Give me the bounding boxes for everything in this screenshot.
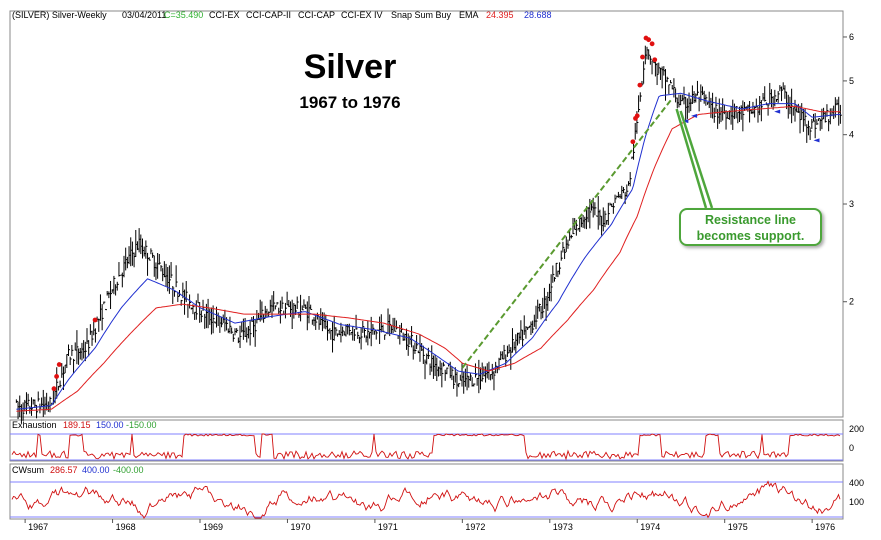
signal-dot: [54, 374, 59, 379]
signal-triangle: [691, 113, 698, 118]
cwsum-value: 286.57: [50, 465, 78, 475]
exhaustion-tick-200: 200: [849, 424, 864, 434]
main-panel-frame: [9, 10, 844, 418]
signal-dot: [652, 57, 658, 63]
chart-title: Silver: [304, 48, 397, 86]
header-item-cci-ex: CCI-EX: [209, 10, 240, 20]
x-tick-label: 1970: [290, 522, 310, 532]
signal-dot: [640, 54, 645, 60]
exhaustion-value: 189.15: [63, 420, 91, 430]
x-tick-label: 1971: [378, 522, 398, 532]
exhaustion-line: [11, 433, 841, 461]
annotation-line-2: becomes support.: [696, 229, 805, 243]
annotation-callout: Resistance line becomes support.: [679, 208, 822, 246]
exhaustion-upper: 150.00: [96, 420, 124, 430]
resistance-trendline: [461, 97, 674, 369]
header-item-snap-sum-buy: Snap Sum Buy: [391, 10, 452, 20]
header-close: C=35.490: [164, 10, 203, 20]
signal-triangle: [682, 119, 689, 124]
ema-fast-line: [16, 92, 841, 410]
header-ema-slow: 28.688: [524, 10, 552, 20]
cwsum-tick-400: 400: [849, 478, 864, 488]
callout-arrow: [679, 110, 714, 209]
chart-subtitle: 1967 to 1976: [299, 93, 400, 112]
signal-triangle: [813, 138, 820, 143]
signal-dot: [630, 139, 636, 145]
signal-dot: [56, 362, 62, 367]
cwsum-tick-100: 100: [849, 497, 864, 507]
annotation-line-1: Resistance line: [704, 213, 796, 227]
signal-dot: [637, 82, 643, 88]
exhaustion-lower: -150.00: [126, 420, 157, 430]
cwsum-label: CWsum: [12, 465, 44, 475]
x-tick-label: 1967: [28, 522, 48, 532]
x-tick-label: 1969: [203, 522, 223, 532]
header-item-ema: EMA: [459, 10, 479, 20]
signal-dot: [646, 37, 652, 43]
x-tick-label: 1974: [640, 522, 660, 532]
header-item-cci-ex-iv: CCI-EX IV: [341, 10, 383, 20]
x-tick-label: 1975: [728, 522, 748, 532]
header-item-cci-cap: CCI-CAP: [298, 10, 335, 20]
signal-dot: [649, 41, 655, 47]
exhaustion-panel-frame: [9, 419, 844, 462]
x-tick-label: 1972: [465, 522, 485, 532]
ema-slow-line: [16, 105, 841, 412]
cwsum-lower: -400.00: [113, 465, 144, 475]
y-tick-label: 5: [849, 76, 854, 86]
header-symbol: (SILVER) Silver-Weekly: [12, 10, 107, 20]
x-tick-label: 1973: [553, 522, 573, 532]
signal-dot: [634, 113, 640, 119]
x-tick-label: 1976: [815, 522, 835, 532]
callout-arrow: [675, 108, 708, 209]
exhaustion-tick-0: 0: [849, 443, 854, 453]
y-tick-label: 4: [849, 130, 854, 140]
exhaustion-label: Exhaustion: [12, 420, 57, 430]
header-date: 03/04/2011: [122, 10, 166, 20]
y-tick-label: 3: [849, 199, 854, 209]
signal-dot: [92, 317, 98, 323]
x-tick-label: 1968: [116, 522, 136, 532]
signal-triangle: [774, 109, 781, 114]
header-item-cci-cap-ii: CCI-CAP-II: [246, 10, 291, 20]
signal-dot: [51, 386, 57, 392]
cwsum-line: [11, 480, 841, 519]
y-tick-label: 2: [849, 297, 854, 307]
y-tick-label: 6: [849, 32, 854, 42]
cwsum-upper: 400.00: [82, 465, 110, 475]
header-ema-fast: 24.395: [486, 10, 514, 20]
